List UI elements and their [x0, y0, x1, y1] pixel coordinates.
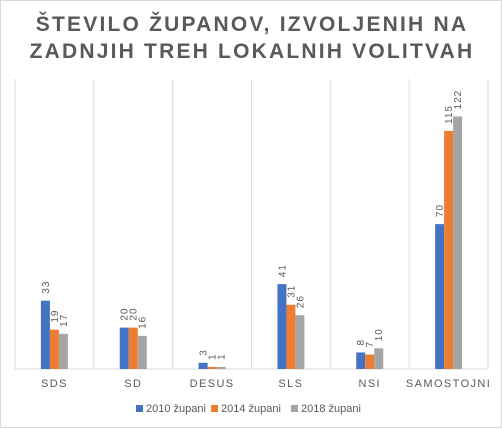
chart-title-line-1: ŠTEVILO ŽUPANOV, IZVOLJENIH NA [36, 12, 468, 36]
data-label-nsi-series-2: 10 [374, 328, 385, 341]
data-label-nsi-series-0: 8 [356, 339, 367, 346]
legend-swatch-2 [291, 405, 298, 412]
bar-desus-series-1 [207, 366, 217, 369]
data-label-sd-series-1: 20 [129, 307, 140, 320]
bar-samostojni-series-1 [444, 130, 454, 369]
category-label-nsi: NSI [358, 378, 381, 390]
bars-group [40, 116, 463, 370]
bar-sds-series-1 [49, 329, 59, 369]
category-label-desus: DESUS [190, 378, 235, 390]
bar-sd-series-1 [128, 327, 138, 369]
data-label-nsi-series-1: 7 [365, 341, 376, 348]
category-gridlines [14, 79, 489, 370]
data-label-sds-series-2: 17 [59, 314, 70, 327]
legend-swatch-0 [136, 405, 143, 412]
bar-sd-series-2 [137, 335, 147, 369]
data-label-sds-series-1: 19 [50, 310, 61, 323]
category-label-samostojni: SAMOSTOJNI [406, 378, 491, 390]
data-label-sls-series-0: 41 [277, 264, 288, 277]
bar-sls-series-0 [277, 284, 287, 369]
legend: 2010 župani 2014 župani 2018 župani [136, 403, 361, 415]
data-label-desus-series-0: 3 [199, 349, 210, 356]
data-label-sls-series-1: 31 [286, 285, 297, 298]
category-label-sd: SD [124, 378, 142, 390]
bar-sls-series-1 [286, 304, 296, 369]
data-label-samostojni-series-1: 115 [444, 105, 455, 124]
bar-sls-series-2 [295, 315, 305, 369]
data-label-sd-series-2: 16 [138, 316, 149, 329]
bar-samostojni-series-0 [435, 224, 445, 369]
data-label-samostojni-series-0: 70 [435, 204, 446, 217]
data-label-samostojni-series-2: 122 [453, 90, 464, 110]
data-label-sd-series-0: 20 [120, 307, 131, 320]
bar-nsi-series-1 [365, 354, 375, 369]
data-label-sls-series-2: 26 [295, 295, 306, 308]
bar-nsi-series-2 [374, 348, 384, 369]
bar-desus-series-2 [216, 366, 226, 369]
data-label-desus-series-1: 1 [208, 353, 219, 360]
bar-desus-series-0 [198, 362, 208, 369]
data-label-desus-series-2: 1 [217, 353, 228, 360]
legend-label-2: 2018 župani [301, 403, 361, 415]
legend-label-0: 2010 župani [146, 403, 206, 415]
bar-sds-series-2 [58, 333, 68, 369]
legend-label-1: 2014 župani [221, 403, 281, 415]
category-label-sds: SDS [41, 378, 68, 390]
chart-title-line-2: ZADNJIH TREH LOKALNIH VOLITVAH [30, 40, 475, 63]
bar-sd-series-0 [119, 327, 129, 369]
bar-samostojni-series-2 [453, 116, 463, 370]
bar-nsi-series-0 [356, 352, 366, 369]
category-label-sls: SLS [278, 378, 303, 390]
data-label-sds-series-0: 33 [41, 281, 52, 294]
bar-sds-series-0 [40, 300, 50, 369]
category-labels-group: SDS SD DESUS SLS NSI SAMOSTOJNI [41, 378, 491, 390]
legend-swatch-1 [211, 405, 218, 412]
